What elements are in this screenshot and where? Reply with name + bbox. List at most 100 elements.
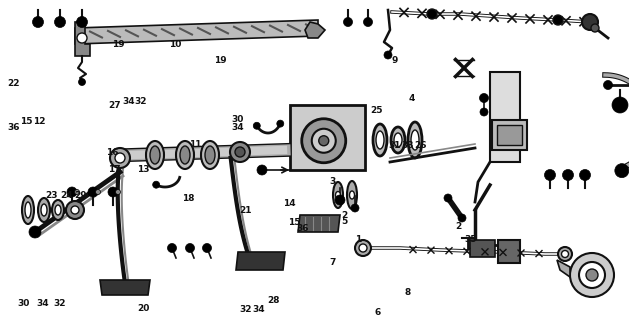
Ellipse shape (180, 146, 190, 164)
Text: 25: 25 (370, 106, 382, 115)
Ellipse shape (38, 198, 50, 222)
Circle shape (302, 119, 346, 163)
Text: 13: 13 (137, 165, 150, 174)
Circle shape (116, 189, 121, 195)
Text: 24: 24 (60, 191, 73, 200)
Text: 32: 32 (135, 97, 147, 106)
Circle shape (359, 244, 367, 252)
Polygon shape (470, 240, 495, 257)
Text: 32: 32 (239, 305, 252, 314)
Polygon shape (75, 22, 90, 56)
Circle shape (558, 247, 572, 261)
Circle shape (74, 189, 79, 195)
Text: 34: 34 (252, 305, 265, 314)
Ellipse shape (205, 146, 215, 164)
Circle shape (553, 15, 563, 25)
Text: 14: 14 (283, 199, 296, 208)
Circle shape (66, 201, 84, 219)
Circle shape (355, 240, 371, 256)
Circle shape (335, 195, 345, 205)
Circle shape (591, 24, 599, 32)
Circle shape (110, 148, 130, 168)
Circle shape (603, 81, 613, 90)
Circle shape (384, 51, 392, 59)
Ellipse shape (408, 122, 422, 158)
Text: 30: 30 (18, 300, 30, 308)
Circle shape (579, 262, 605, 288)
Circle shape (167, 244, 177, 252)
Circle shape (480, 108, 488, 116)
Circle shape (343, 18, 352, 27)
Circle shape (277, 120, 284, 127)
Circle shape (612, 97, 628, 113)
Circle shape (79, 78, 86, 85)
Text: 34: 34 (122, 97, 135, 106)
Circle shape (615, 164, 629, 178)
Circle shape (582, 14, 598, 30)
Bar (490, 72, 520, 162)
Ellipse shape (22, 196, 34, 224)
Ellipse shape (201, 141, 219, 169)
Text: 32: 32 (53, 300, 65, 308)
Circle shape (71, 206, 79, 214)
Ellipse shape (41, 204, 47, 216)
Text: 15: 15 (20, 117, 33, 126)
Ellipse shape (55, 205, 61, 215)
Circle shape (351, 204, 359, 212)
Text: 36: 36 (8, 124, 20, 132)
Text: 1: 1 (355, 235, 362, 244)
Polygon shape (75, 20, 318, 44)
Ellipse shape (394, 133, 402, 147)
Ellipse shape (176, 141, 194, 169)
Polygon shape (498, 240, 520, 263)
Text: 15: 15 (288, 218, 301, 227)
Circle shape (115, 153, 125, 163)
Text: 8: 8 (404, 288, 411, 297)
Circle shape (203, 244, 211, 252)
Circle shape (319, 136, 329, 146)
Circle shape (235, 147, 245, 157)
Ellipse shape (150, 146, 160, 164)
Text: 22: 22 (8, 79, 20, 88)
Text: 23: 23 (45, 191, 58, 200)
Circle shape (88, 187, 98, 197)
Circle shape (230, 142, 250, 162)
Circle shape (77, 17, 87, 28)
Ellipse shape (350, 191, 355, 199)
Circle shape (96, 189, 101, 195)
Text: 19: 19 (214, 56, 226, 65)
Text: 29: 29 (74, 191, 87, 200)
Text: 31: 31 (389, 141, 401, 150)
Circle shape (364, 18, 372, 27)
Text: 4: 4 (409, 94, 415, 103)
Text: 5: 5 (342, 217, 348, 226)
Circle shape (562, 170, 574, 180)
Text: 21: 21 (239, 206, 252, 215)
Bar (497, 125, 522, 145)
Text: 11: 11 (189, 140, 201, 149)
Text: 30: 30 (231, 116, 244, 124)
Text: 20: 20 (137, 304, 150, 313)
Text: 3: 3 (329, 177, 335, 186)
Circle shape (257, 165, 267, 175)
Circle shape (29, 226, 41, 238)
Text: 6: 6 (374, 308, 381, 317)
Circle shape (458, 214, 466, 222)
Ellipse shape (347, 181, 357, 209)
Polygon shape (100, 280, 150, 295)
Text: 27: 27 (108, 101, 121, 110)
Circle shape (562, 251, 569, 258)
Circle shape (55, 17, 65, 28)
Circle shape (108, 187, 118, 197)
Ellipse shape (333, 182, 343, 208)
Circle shape (253, 122, 260, 129)
Text: 36: 36 (296, 224, 309, 233)
Text: 26: 26 (414, 141, 426, 150)
Text: 19: 19 (112, 40, 125, 49)
Ellipse shape (146, 141, 164, 169)
Polygon shape (236, 252, 285, 270)
Text: 9: 9 (392, 56, 398, 65)
Text: 33: 33 (401, 141, 414, 150)
Ellipse shape (52, 200, 64, 220)
Ellipse shape (376, 131, 384, 149)
